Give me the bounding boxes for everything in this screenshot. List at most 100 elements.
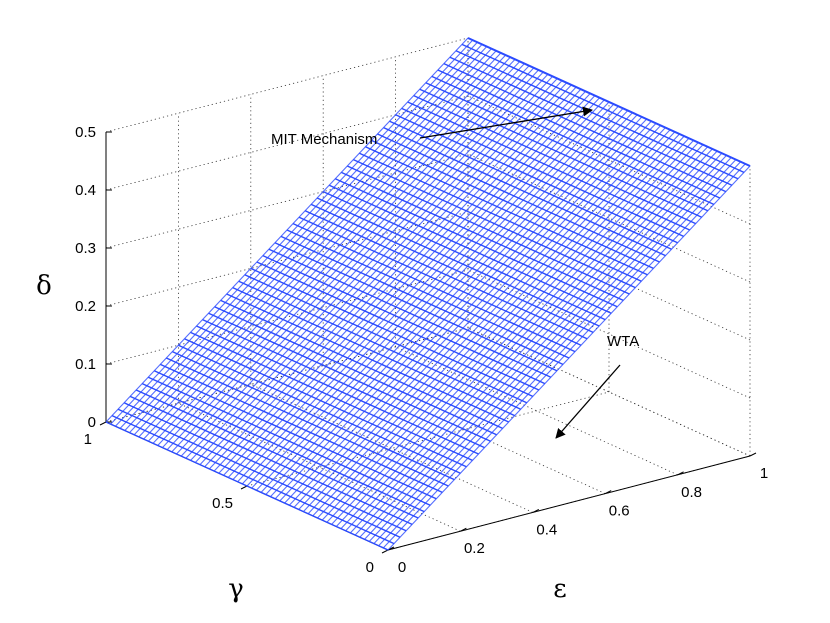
z-axis-label: δ (36, 271, 52, 301)
x-tick-label: 0.4 (536, 521, 557, 538)
surface-line (302, 127, 666, 512)
surface-line (317, 133, 680, 519)
grid-line (105, 269, 469, 365)
surface-line (364, 154, 727, 540)
surface-line (284, 118, 648, 504)
surface-line (213, 86, 577, 472)
grid-line (178, 402, 461, 532)
grid-line (105, 211, 469, 307)
surface-line (251, 103, 615, 489)
surface-line (208, 84, 572, 470)
surface-line (359, 152, 723, 538)
grid-line (246, 391, 610, 487)
surface-line (354, 150, 718, 536)
surface-line (157, 61, 521, 446)
surface-line (246, 101, 610, 487)
z-tick-label: 0.4 (75, 182, 96, 199)
surface-line (138, 52, 502, 438)
surface-mesh (105, 37, 751, 551)
annotation-wta-arrow (555, 364, 621, 439)
surface-line (293, 122, 657, 508)
x-axis-label: ε (553, 574, 566, 604)
surface-line (147, 56, 511, 442)
surface-line (326, 137, 690, 523)
z-tick-label: 0.5 (75, 124, 96, 141)
y-tick-label: 0.5 (212, 495, 233, 512)
surface-line (373, 159, 737, 544)
surface-line (270, 112, 633, 498)
x-tick-mark (604, 490, 612, 495)
surface-line (110, 39, 474, 425)
annotation-wta-text: WTA (607, 333, 639, 350)
surface-line (166, 65, 530, 451)
surface-line (218, 88, 582, 474)
surface-line (194, 78, 558, 463)
y-tick-mark (381, 549, 389, 554)
annotation-wta: WTA (555, 333, 639, 439)
x-tick-label: 0.8 (681, 484, 702, 501)
surface-line (260, 108, 624, 493)
y-tick-label: 0 (366, 559, 374, 576)
surface-line (255, 105, 619, 491)
axes-frame (99, 131, 757, 554)
x-tick-label: 0.6 (609, 503, 630, 520)
y-tick-label: 1 (84, 431, 92, 448)
surface-line (143, 54, 507, 440)
surface-line (241, 99, 605, 485)
y-tick-mark (99, 421, 107, 426)
z-tick-label: 0.2 (75, 298, 96, 315)
annotation-mit: MIT Mechanism (271, 106, 593, 148)
x-tick-label: 1 (760, 465, 768, 482)
surface-line (105, 37, 469, 423)
annotation-mit-text: MIT Mechanism (271, 131, 377, 148)
surface-line (237, 97, 601, 483)
y-axis-label: γ (228, 574, 244, 604)
surface-line (114, 41, 478, 427)
surface-line (223, 90, 586, 476)
x-tick-mark (460, 527, 467, 532)
z-tick-label: 0 (88, 414, 96, 431)
surface-line (185, 73, 549, 459)
surface-line (331, 140, 695, 525)
surface-line (321, 135, 685, 521)
x-axis-line (387, 455, 751, 551)
surface-line (387, 165, 751, 551)
surface-line (190, 76, 554, 461)
surface-ridge (467, 37, 751, 167)
x-tick-label: 0.2 (464, 540, 485, 557)
surface-line (349, 148, 713, 534)
surface-line (171, 67, 535, 453)
surface-line (312, 131, 676, 517)
surface-line (378, 161, 742, 547)
surface-line (274, 114, 638, 500)
surface-line (288, 120, 652, 506)
surface-line (298, 125, 662, 510)
y-tick-mark (240, 485, 248, 490)
surface-line (199, 80, 563, 466)
surface-line (124, 46, 488, 431)
surface-line (227, 93, 591, 478)
grid-line (105, 37, 469, 133)
surface-line (161, 63, 525, 448)
surface-line (176, 69, 539, 455)
surface-line (204, 82, 568, 468)
surface-line (340, 144, 704, 530)
x-tick-mark (677, 471, 684, 476)
surface-line (335, 142, 699, 527)
z-tick-label: 0.1 (75, 356, 96, 373)
surface-line (180, 71, 544, 457)
surface-line (119, 44, 483, 429)
surface-line (152, 58, 516, 444)
x-tick-label: 0 (398, 559, 406, 576)
annotation-mit-arrow (419, 106, 593, 139)
surface-line (232, 95, 596, 480)
surface-line (368, 157, 732, 542)
surface-line (382, 163, 746, 549)
x-tick-mark (749, 452, 757, 457)
z-tick-label: 0.3 (75, 240, 96, 257)
surface-line (307, 129, 671, 515)
x-tick-mark (532, 508, 540, 513)
grid-line (105, 153, 469, 249)
